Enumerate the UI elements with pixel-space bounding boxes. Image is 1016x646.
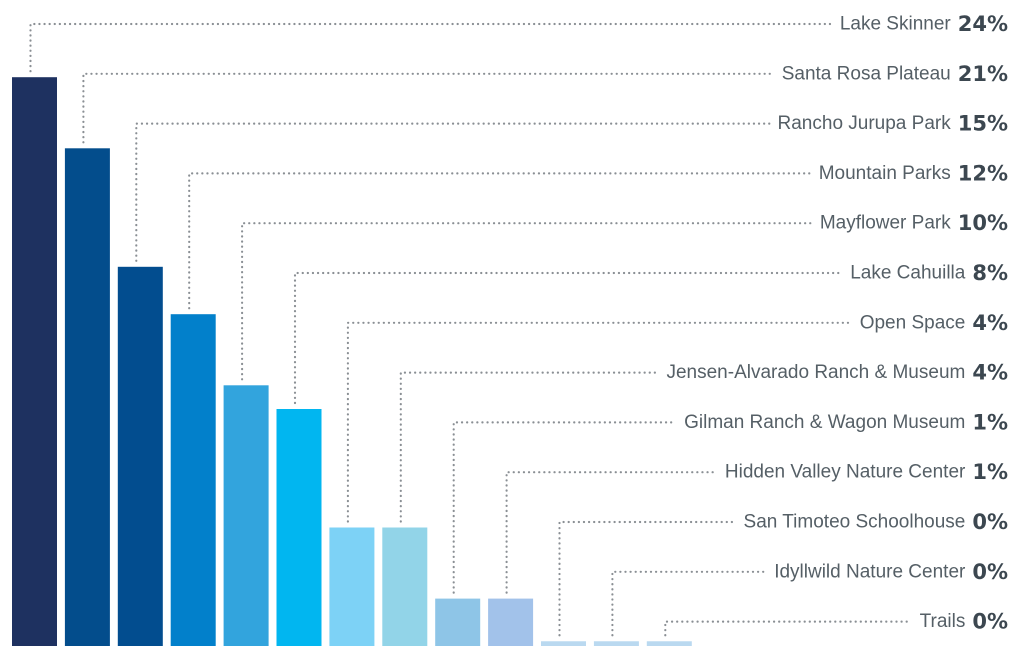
category-label-mayflower-park: Mayflower Park xyxy=(820,213,951,234)
value-label-gilman-ranch-and-wagon-museum: 1% xyxy=(972,410,1008,434)
bar-idyllwild-nature-center xyxy=(593,641,639,646)
bar-mayflower-park xyxy=(223,385,269,646)
leader-lines xyxy=(29,22,913,637)
leader-line-idyllwild-nature-center xyxy=(611,570,768,637)
bars xyxy=(12,77,692,646)
bar-lake-cahuilla xyxy=(276,409,322,646)
category-label-trails: Trails xyxy=(920,611,966,632)
category-label-rancho-jurupa-park: Rancho Jurupa Park xyxy=(778,113,952,134)
value-label-lake-cahuilla: 8% xyxy=(972,261,1008,285)
bar-trails xyxy=(646,641,692,646)
leader-line-trails xyxy=(664,620,913,637)
leader-line-santa-rosa-plateau xyxy=(82,72,775,144)
bar-jensen-alvarado-ranch-and-museum xyxy=(382,527,428,646)
category-label-open-space: Open Space xyxy=(860,312,966,333)
leader-line-gilman-ranch-and-wagon-museum xyxy=(452,421,678,594)
leader-line-san-timoteo-schoolhouse xyxy=(558,520,737,637)
value-label-rancho-jurupa-park: 15% xyxy=(958,112,1008,136)
category-label-lake-cahuilla: Lake Cahuilla xyxy=(850,263,966,284)
leader-line-mayflower-park xyxy=(241,222,813,381)
bar-san-timoteo-schoolhouse xyxy=(541,641,586,646)
category-label-idyllwild-nature-center: Idyllwild Nature Center xyxy=(774,561,966,582)
leader-line-jensen-alvarado-ranch-and-museum xyxy=(399,371,660,523)
value-labels: 24% 21% 15% 12% 10% 8% 4% 4% 1% 1% 0% 0% 0% xyxy=(958,12,1008,634)
value-label-mayflower-park: 10% xyxy=(958,211,1008,235)
value-label-jensen-alvarado-ranch-and-museum: 4% xyxy=(972,361,1008,385)
category-label-mountain-parks: Mountain Parks xyxy=(819,163,951,184)
category-label-santa-rosa-plateau: Santa Rosa Plateau xyxy=(782,63,951,84)
bar-gilman-ranch-and-wagon-museum xyxy=(435,598,481,646)
value-label-san-timoteo-schoolhouse: 0% xyxy=(972,510,1008,534)
bar-lake-skinner xyxy=(12,77,57,646)
leader-line-mountain-parks xyxy=(188,172,812,310)
category-label-gilman-ranch-and-wagon-museum: Gilman Ranch & Wagon Museum xyxy=(684,412,965,433)
category-label-jensen-alvarado-ranch-and-museum: Jensen-Alvarado Ranch & Museum xyxy=(666,362,965,383)
value-label-santa-rosa-plateau: 21% xyxy=(958,62,1008,86)
bar-hidden-valley-nature-center xyxy=(488,598,534,646)
category-labels: Lake Skinner Santa Rosa Plateau Rancho Jur… xyxy=(666,14,966,633)
bar-santa-rosa-plateau xyxy=(64,148,110,646)
bar-open-space xyxy=(329,527,375,646)
category-label-lake-skinner: Lake Skinner xyxy=(840,14,952,35)
value-label-hidden-valley-nature-center: 1% xyxy=(972,460,1008,484)
value-label-idyllwild-nature-center: 0% xyxy=(972,560,1008,584)
value-label-lake-skinner: 24% xyxy=(958,12,1008,36)
category-label-san-timoteo-schoolhouse: San Timoteo Schoolhouse xyxy=(744,512,966,533)
leader-line-rancho-jurupa-park xyxy=(135,122,771,262)
leader-line-lake-skinner xyxy=(29,22,833,73)
category-label-hidden-valley-nature-center: Hidden Valley Nature Center xyxy=(725,462,966,483)
value-label-open-space: 4% xyxy=(972,311,1008,335)
bar-rancho-jurupa-park xyxy=(117,266,163,646)
value-label-trails: 0% xyxy=(972,610,1008,634)
leader-line-open-space xyxy=(346,321,853,523)
bar-mountain-parks xyxy=(170,314,216,646)
leader-line-hidden-valley-nature-center xyxy=(505,471,718,594)
value-label-mountain-parks: 12% xyxy=(958,161,1008,185)
leader-line-lake-cahuilla xyxy=(293,271,844,405)
